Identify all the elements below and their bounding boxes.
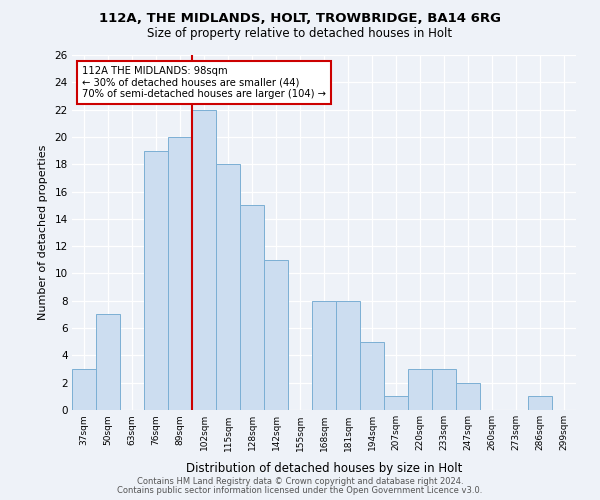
Bar — [408, 369, 432, 410]
Bar — [360, 342, 384, 410]
Y-axis label: Number of detached properties: Number of detached properties — [38, 145, 47, 320]
Bar — [72, 369, 96, 410]
Bar — [240, 205, 264, 410]
Text: 112A, THE MIDLANDS, HOLT, TROWBRIDGE, BA14 6RG: 112A, THE MIDLANDS, HOLT, TROWBRIDGE, BA… — [99, 12, 501, 26]
Text: Size of property relative to detached houses in Holt: Size of property relative to detached ho… — [148, 28, 452, 40]
Text: Contains public sector information licensed under the Open Government Licence v3: Contains public sector information licen… — [118, 486, 482, 495]
Bar — [336, 301, 360, 410]
Bar — [432, 369, 456, 410]
Bar — [456, 382, 480, 410]
Bar — [168, 137, 192, 410]
Bar — [264, 260, 288, 410]
Bar — [528, 396, 552, 410]
Text: Contains HM Land Registry data © Crown copyright and database right 2024.: Contains HM Land Registry data © Crown c… — [137, 477, 463, 486]
Bar — [96, 314, 120, 410]
Bar — [216, 164, 240, 410]
Bar — [192, 110, 216, 410]
X-axis label: Distribution of detached houses by size in Holt: Distribution of detached houses by size … — [186, 462, 462, 474]
Text: 112A THE MIDLANDS: 98sqm
← 30% of detached houses are smaller (44)
70% of semi-d: 112A THE MIDLANDS: 98sqm ← 30% of detach… — [82, 66, 326, 99]
Bar — [312, 301, 336, 410]
Bar — [384, 396, 408, 410]
Bar — [144, 150, 168, 410]
